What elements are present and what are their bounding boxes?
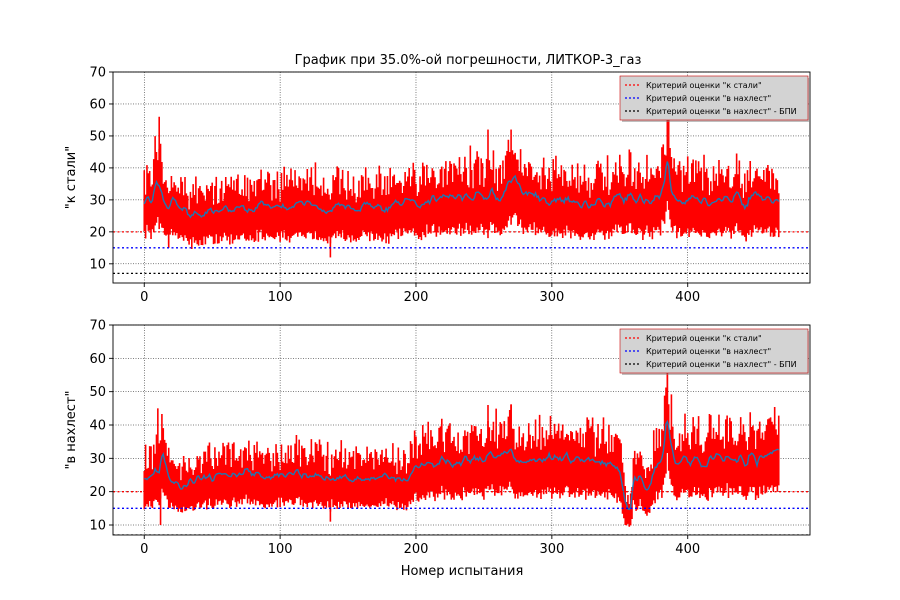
y-tick-label: 60	[89, 97, 106, 112]
x-tick-label: 200	[404, 290, 429, 305]
plot-area	[113, 115, 810, 275]
x-tick-label: 0	[140, 542, 148, 557]
x-tick-label: 300	[539, 542, 564, 557]
x-tick-label: 100	[268, 542, 293, 557]
figure-title: График при 35.0%-ой погрешности, ЛИТКОР-…	[295, 53, 642, 68]
y-tick-label: 10	[89, 257, 106, 272]
legend-label: Критерий оценки "к стали"	[646, 81, 762, 90]
y-axis-label: "в нахлест"	[64, 391, 79, 470]
panel-k-stali: 0 100 200 300 400 10 20 30 40 50 60 70 "к стали" Крит…	[64, 66, 811, 305]
y-tick-label: 60	[89, 352, 106, 367]
y-tick-label: 20	[89, 225, 106, 240]
x-tick-label: 300	[539, 290, 564, 305]
panel-v-nahlest: 0 100 200 300 400 10 20 30 40 50 60 70 "в нахлест" Кр…	[64, 319, 811, 557]
legend-label: Критерий оценки "в нахлест" - БПИ	[646, 107, 797, 116]
y-tick-label: 40	[89, 161, 106, 176]
legend-label: Критерий оценки "в нахлест"	[646, 94, 771, 103]
y-tick-label: 40	[89, 419, 106, 434]
series-line	[144, 419, 779, 511]
legend-box	[619, 75, 809, 121]
x-tick-label: 0	[140, 290, 148, 305]
legend-label: Критерий оценки "в нахлест"	[646, 347, 771, 356]
y-tick-label: 20	[89, 485, 106, 500]
plot-area	[113, 356, 810, 535]
y-tick-label: 10	[89, 519, 106, 534]
legend: Критерий оценки "к стали" Критерий оценки…	[619, 328, 810, 375]
x-tick-label: 100	[268, 290, 293, 305]
y-tick-label: 30	[89, 193, 106, 208]
y-tick-label: 70	[89, 319, 106, 334]
x-tick-label: 200	[404, 542, 429, 557]
legend: Критерий оценки "к стали" Критерий оценки…	[619, 75, 810, 122]
y-tick-label: 50	[89, 129, 106, 144]
y-tick-label: 50	[89, 385, 106, 400]
y-tick-label: 30	[89, 452, 106, 467]
axes-frame	[112, 324, 811, 536]
legend-label: Критерий оценки "к стали"	[646, 334, 762, 343]
y-axis-label: "к стали"	[64, 146, 79, 209]
x-tick-label: 400	[675, 290, 700, 305]
x-axis-label: Номер испытания	[401, 564, 524, 579]
legend-box	[619, 328, 809, 374]
y-tick-label: 70	[89, 66, 106, 81]
legend-label: Критерий оценки "в нахлест" - БПИ	[646, 360, 797, 369]
axes-frame	[112, 71, 811, 284]
error-band	[143, 115, 780, 249]
series-line	[143, 161, 780, 219]
x-tick-label: 400	[675, 542, 700, 557]
